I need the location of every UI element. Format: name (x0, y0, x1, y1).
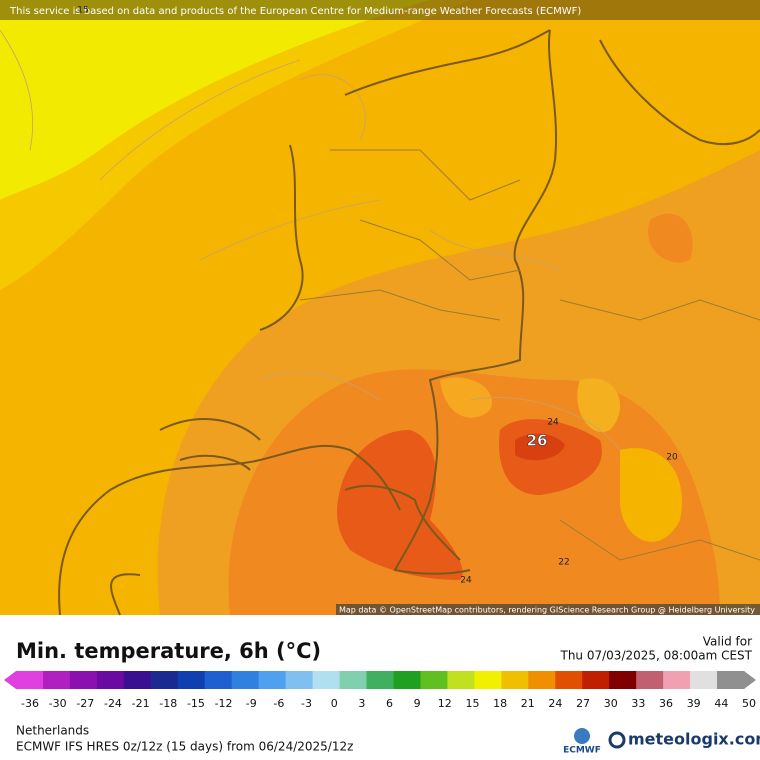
legend-swatch (582, 671, 610, 689)
legend-swatch (393, 671, 421, 689)
legend-swatch (528, 671, 556, 689)
color-legend: -36 -30 -27 -24 -21 -18 -15 -12 -9 -6 -3 0 3 6 9 12 15 18… (4, 671, 756, 710)
legend-swatch (285, 671, 314, 689)
legend-arrow-right (744, 671, 756, 689)
contour-label: 24 (460, 576, 472, 586)
legend-tick-label: -3 (301, 697, 312, 710)
legend-swatch (231, 671, 260, 689)
legend-tick-label: -27 (76, 697, 94, 710)
legend-swatch (123, 671, 152, 689)
legend-tick-label: 9 (414, 697, 421, 710)
legend-swatch (663, 671, 691, 689)
legend-tick-label: -30 (49, 697, 67, 710)
legend-tick-label: 0 (331, 697, 338, 710)
legend-swatch (339, 671, 368, 689)
legend-swatch (96, 671, 125, 689)
legend-swatch (474, 671, 502, 689)
legend-swatch (312, 671, 341, 689)
legend-swatch (501, 671, 529, 689)
legend-swatch (42, 671, 71, 689)
legend-swatch (258, 671, 287, 689)
legend-tick-label: 24 (548, 697, 562, 710)
legend-tick-label: -21 (132, 697, 150, 710)
map: This service is based on data and produc… (0, 0, 760, 616)
region-name: Netherlands (16, 724, 89, 738)
legend-tick-label: -9 (246, 697, 257, 710)
legend-tick-label: 33 (631, 697, 645, 710)
legend-tick-label: 12 (438, 697, 452, 710)
contour-label: 22 (558, 558, 569, 568)
legend-tick-label: 39 (687, 697, 701, 710)
brand: meteologix.com (628, 730, 760, 749)
legend-swatch (447, 671, 475, 689)
legend-swatch (16, 671, 44, 689)
legend-swatch (177, 671, 206, 689)
legend-tick-label: 44 (714, 697, 728, 710)
legend-swatch (636, 671, 664, 689)
ecmwf-logo: ECMWF (563, 746, 601, 756)
legend-tick-label: 3 (358, 697, 365, 710)
contour-label: 15 (77, 6, 88, 16)
legend-tick-label: 18 (493, 697, 507, 710)
legend-tick-label: 30 (604, 697, 618, 710)
legend-arrow-left (4, 671, 16, 689)
contour-label: 20 (666, 453, 678, 463)
map-title: Min. temperature, 6h (°C) (16, 639, 321, 663)
legend-swatch (69, 671, 98, 689)
legend-tick-label: -24 (104, 697, 122, 710)
contour-label: 24 (547, 418, 559, 428)
legend-tick-label: -36 (21, 697, 39, 710)
model-info: ECMWF IFS HRES 0z/12z (15 days) from 06/… (16, 740, 353, 754)
legend-swatch (717, 671, 745, 689)
legend-tick-label: 15 (465, 697, 479, 710)
legend-tick-label: 21 (521, 697, 535, 710)
legend-swatch (690, 671, 718, 689)
legend-swatch (555, 671, 583, 689)
legend-tick-label: -18 (159, 697, 177, 710)
valid-time: Thu 07/03/2025, 08:00am CEST (560, 649, 753, 663)
legend-tick-label: -12 (215, 697, 233, 710)
legend-tick-label: -6 (273, 697, 284, 710)
legend-swatch (420, 671, 448, 689)
source-banner: This service is based on data and produc… (9, 6, 581, 17)
legend-swatch (366, 671, 394, 689)
legend-tick-label: 50 (742, 697, 756, 710)
valid-label: Valid for (703, 635, 752, 649)
legend-swatch (609, 671, 637, 689)
legend-tick-label: 36 (659, 697, 673, 710)
legend-tick-label: -15 (187, 697, 205, 710)
legend-swatch (150, 671, 179, 689)
legend-tick-label: 6 (386, 697, 393, 710)
contour-label: 26 (527, 432, 548, 450)
legend-swatch (204, 671, 233, 689)
map-attribution: Map data © OpenStreetMap contributors, r… (339, 606, 755, 615)
legend-tick-label: 27 (576, 697, 590, 710)
